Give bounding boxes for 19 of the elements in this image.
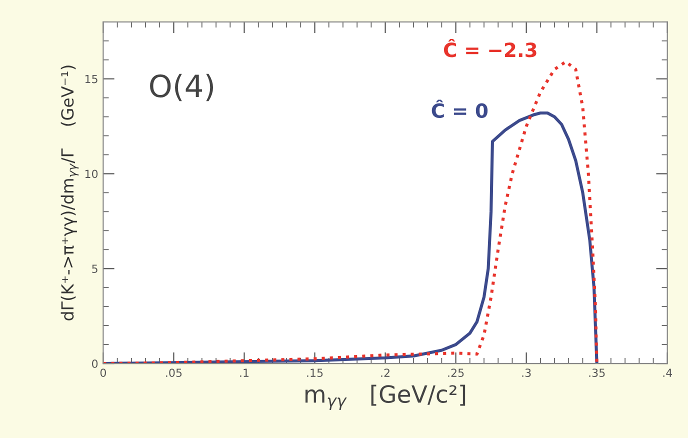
y-tick-label: 15 [85,74,98,84]
x-tick-label: 0 [100,368,106,377]
x-tick-label: .1 [240,368,249,377]
y-axis-title: dΓ(K⁺->π⁺γγ)/dm$_{γγ}$/Γ (GeV⁻¹) [60,66,79,320]
x-tick-label: .15 [307,368,323,377]
x-tick-label: .05 [166,368,182,377]
y-tick-label: 0 [92,360,98,368]
y-tick-label: 10 [85,170,98,178]
x-tick-label: .2 [381,368,390,377]
x-tick-label: .25 [448,368,464,377]
series-label: Ĉ = 0 [432,100,488,118]
x-tick-label: .3 [522,368,531,377]
annotation: O(4) [150,74,214,102]
x-tick-label: .35 [589,368,605,377]
x-tick-label: .4 [663,368,672,377]
series-label: Ĉ = −2.3 [444,38,536,58]
line-series [103,60,598,364]
text: m$_{γγ}$ [GeV/c²] [305,384,466,410]
y-tick-label: 5 [92,264,98,274]
